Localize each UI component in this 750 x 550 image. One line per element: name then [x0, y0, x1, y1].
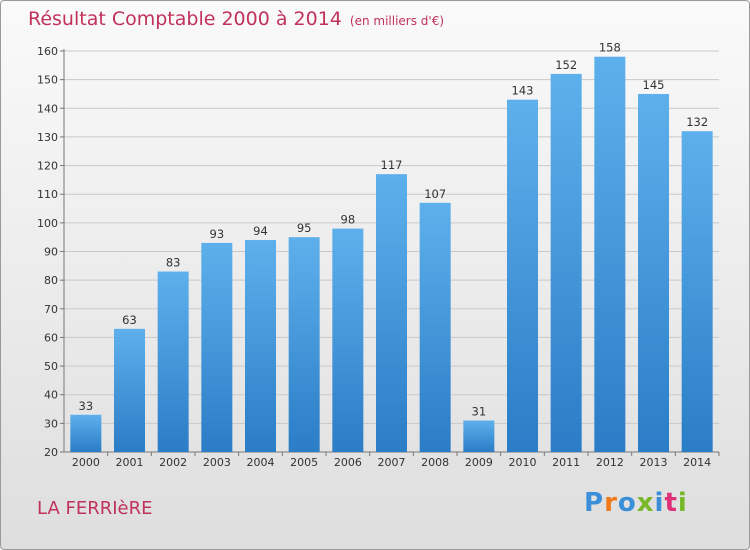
- bar: [245, 240, 276, 452]
- data-label: 94: [253, 224, 268, 238]
- bars: [70, 56, 713, 453]
- logo-letter: i: [654, 488, 665, 518]
- chart-subtitle: (en milliers d'€): [349, 14, 445, 28]
- data-label: 145: [643, 78, 665, 92]
- data-label: 63: [122, 313, 137, 327]
- y-tick-label: 70: [44, 303, 58, 316]
- y-tick-label: 150: [37, 74, 58, 87]
- logo-letter: P: [584, 488, 605, 518]
- y-tick-label: 40: [44, 389, 58, 402]
- x-tick-label: 2007: [378, 456, 406, 469]
- logo-letter: i: [677, 488, 688, 518]
- bar: [681, 131, 713, 452]
- data-label: 132: [686, 115, 708, 129]
- x-tick-label: 2001: [116, 456, 144, 469]
- chart-title-text: Résultat Comptable 2000 à 2014: [28, 8, 342, 30]
- data-labels: 33 63 83 93 94 95 98 117 107 31 143 152 158 145 132: [79, 41, 709, 419]
- bar: [157, 271, 189, 452]
- chart-title: Résultat Comptable 2000 à 2014 (en millie…: [28, 8, 444, 30]
- x-tick-label: 2008: [421, 456, 449, 469]
- y-tick-label: 60: [44, 331, 58, 344]
- data-label: 83: [166, 256, 181, 270]
- x-tick-label: 2011: [552, 456, 580, 469]
- bar: [463, 420, 495, 452]
- x-tick-label: 2000: [72, 456, 100, 469]
- y-tick-label: 130: [37, 131, 58, 144]
- data-label: 31: [472, 404, 487, 418]
- y-tick-label: 80: [44, 274, 58, 287]
- x-tick-label: 2012: [596, 456, 624, 469]
- logo-letter: o: [617, 488, 637, 518]
- data-label: 107: [424, 187, 446, 201]
- data-label: 93: [210, 227, 225, 241]
- bar: [288, 237, 320, 452]
- x-tick-label: 2010: [509, 456, 537, 469]
- y-tick-label: 110: [37, 188, 58, 201]
- x-tick-label: 2014: [683, 456, 711, 469]
- data-label: 33: [79, 399, 94, 413]
- town-name: LA FERRIèRE: [37, 498, 153, 519]
- y-tick-label: 30: [44, 417, 58, 430]
- bar: [594, 56, 626, 452]
- bar: [638, 93, 669, 452]
- y-tick-label: 140: [37, 102, 58, 115]
- bar: [550, 73, 582, 453]
- bar: [201, 242, 233, 452]
- y-tick-label: 160: [37, 45, 58, 58]
- data-label: 98: [341, 213, 356, 227]
- data-label: 95: [297, 221, 312, 235]
- x-tick-label: 2009: [465, 456, 493, 469]
- x-tick-label: 2013: [640, 456, 668, 469]
- data-label: 158: [599, 41, 621, 55]
- x-tick-label: 2004: [247, 456, 275, 469]
- y-tick-label: 50: [44, 360, 58, 373]
- data-label: 117: [381, 158, 403, 172]
- y-tick-label: 20: [44, 446, 58, 459]
- proxiti-logo: Proxiti: [584, 488, 688, 518]
- logo-letter: x: [636, 488, 655, 518]
- x-tick-label: 2003: [203, 456, 231, 469]
- x-tick-label: 2005: [290, 456, 318, 469]
- y-tick-label: 90: [44, 246, 58, 259]
- bar: [419, 202, 451, 452]
- bar: [507, 99, 538, 452]
- bar: [332, 228, 364, 452]
- data-label: 152: [555, 58, 577, 72]
- y-tick-label: 120: [37, 160, 58, 173]
- y-tick-label: 100: [37, 217, 58, 230]
- x-tick-label: 2006: [334, 456, 362, 469]
- bar: [376, 174, 407, 452]
- bar: [70, 414, 102, 452]
- logo-letter: r: [604, 488, 618, 518]
- logo-letter: t: [664, 488, 678, 518]
- bar: [114, 328, 145, 452]
- x-tick-label: 2002: [159, 456, 187, 469]
- data-label: 143: [512, 84, 534, 98]
